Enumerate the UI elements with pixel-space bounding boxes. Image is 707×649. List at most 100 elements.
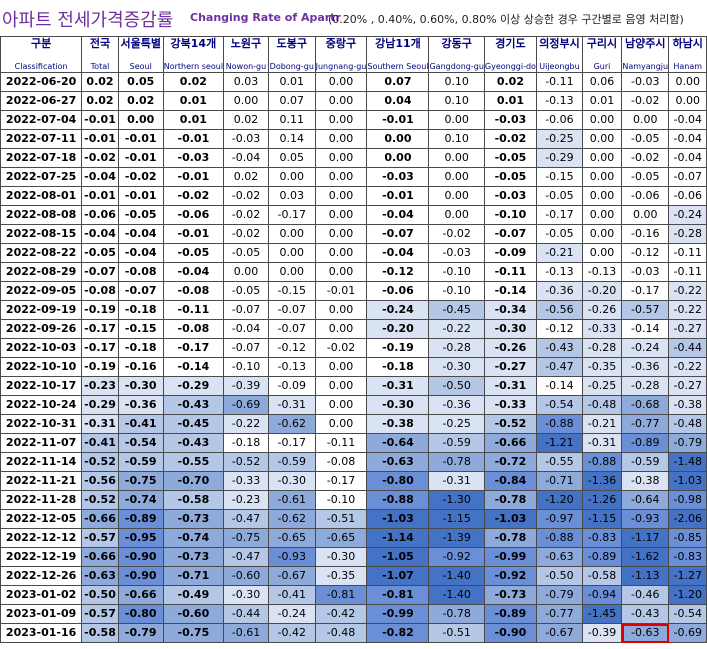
rate-cell: -0.04 [668,148,707,168]
rate-cell: -0.27 [483,357,537,377]
rate-cell: -0.60 [162,604,225,624]
rate-cell: -0.73 [162,547,225,567]
rate-cell: -0.39 [581,623,623,643]
rate-cell: 0.00 [314,319,368,339]
row-date: 2022-06-27 [0,91,83,111]
rate-cell: 0.02 [223,110,269,130]
rate-cell: 0.00 [314,205,368,225]
title-english: Changing Rate of Apartr [190,11,341,24]
table-row: 2022-10-24 -0.29 -0.36 -0.43 -0.69 -0.31 0.00-… [0,395,707,415]
rate-cell: -0.41 [117,414,164,434]
rate-cell: -0.78 [428,604,485,624]
rate-cell: -0.54 [668,604,707,624]
rate-cell: 0.00 [267,224,316,244]
rate-cell: -0.48 [581,395,623,415]
rate-cell: -0.13 [535,91,583,111]
rate-cell: -0.42 [267,623,316,643]
rate-cell: 0.02 [483,72,537,92]
rate-cell: -0.45 [162,414,225,434]
rate-cell: -0.13 [267,357,316,377]
rate-cell: -0.08 [81,281,119,301]
rate-table: 구분 Classification 전국 Total 서울특별 Seoul 강북14개 Nor… [0,36,707,643]
rate-cell: 0.02 [81,72,119,92]
rate-cell: -0.31 [267,395,316,415]
rate-cell: -0.41 [267,585,316,605]
rate-cell: -0.03 [621,72,670,92]
rate-cell: -0.52 [81,452,119,472]
rate-cell: -0.11 [668,262,707,282]
rate-cell: -0.08 [314,452,368,472]
rate-cell: -0.54 [535,395,583,415]
rate-cell: -0.58 [81,623,119,643]
rate-cell: -0.14 [483,281,537,301]
rate-cell: -0.25 [428,414,485,434]
rate-cell: -0.71 [535,471,583,491]
rate-cell: -0.48 [314,623,368,643]
rate-cell: -0.90 [483,623,537,643]
rate-cell: 0.01 [267,72,316,92]
rate-cell: -0.02 [314,338,368,358]
rate-cell: -1.03 [366,509,430,529]
rate-cell: -0.93 [621,509,670,529]
table-row: 2022-11-14 -0.52 -0.59 -0.55 -0.52 -0.59 -0.08… [0,452,707,472]
rate-cell: -0.14 [621,319,670,339]
rate-cell: -1.27 [668,566,707,586]
table-row: 2022-10-17 -0.23 -0.30 -0.29 -0.39 -0.09 0.00-… [0,376,707,396]
rate-cell: -0.35 [314,566,368,586]
column-header-english: Dobong-gu [269,62,314,71]
rate-cell: -0.70 [162,471,225,491]
rate-cell: -0.11 [314,433,368,453]
rate-cell: -0.28 [668,224,707,244]
column-header: 노원구 Nowon-gu [223,36,269,73]
rate-cell: 0.00 [366,148,430,168]
rate-cell: -0.09 [267,376,316,396]
rate-cell: -0.43 [162,395,225,415]
rate-cell: -0.04 [81,224,119,244]
rate-cell: -0.22 [668,300,707,320]
rate-cell: -0.30 [267,471,316,491]
rate-cell: -0.02 [162,186,225,206]
column-header-korean: 경기도 [495,37,526,51]
table-row: 2022-08-22 -0.05 -0.04 -0.05 -0.05 0.00 0.00 -0… [0,243,707,263]
rate-cell: -0.06 [81,205,119,225]
rate-cell: -0.95 [117,528,164,548]
row-date: 2022-11-14 [0,452,83,472]
rate-cell: -0.66 [117,585,164,605]
table-row: 2022-06-20 0.02 0.05 0.02 0.03 0.01 0.00 0.07 0.… [0,72,707,92]
row-date: 2022-06-20 [0,72,83,92]
column-header: 도봉구 Dobong-gu [267,36,316,73]
rate-cell: -0.07 [366,224,430,244]
rate-cell: -0.88 [581,452,623,472]
rate-cell: 0.00 [314,414,368,434]
rate-cell: -0.78 [483,490,537,510]
title-note: (0.20% , 0.40%, 0.60%, 0.80% 이상 상승한 경우 구… [328,13,684,26]
rate-cell: -0.52 [483,414,537,434]
rate-cell: -0.79 [668,433,707,453]
column-header: 남양주시 Namyangju [621,36,670,73]
rate-cell: -0.29 [535,148,583,168]
rate-cell: 0.01 [483,91,537,111]
rate-cell: -0.36 [117,395,164,415]
rate-cell: 0.00 [314,110,368,130]
rate-cell: -0.67 [535,623,583,643]
rate-cell: -0.03 [621,262,670,282]
rate-cell: -0.18 [366,357,430,377]
rate-cell: -0.04 [366,243,430,263]
rate-cell: 0.00 [428,110,485,130]
rate-cell: 0.02 [81,91,119,111]
row-date: 2022-09-19 [0,300,83,320]
rate-cell: -0.59 [621,452,670,472]
column-header-korean: 노원구 [230,37,262,51]
rate-cell: 0.00 [428,186,485,206]
rate-cell: -0.42 [314,604,368,624]
column-header-english: Seoul [129,62,152,71]
rate-cell: -0.26 [483,338,537,358]
rate-cell: -0.77 [535,604,583,624]
rate-cell: -0.35 [581,357,623,377]
rate-cell: -0.02 [621,148,670,168]
row-date: 2022-10-03 [0,338,83,358]
rate-cell: 0.00 [314,262,368,282]
rate-cell: -0.33 [581,319,623,339]
rate-cell: -0.04 [668,129,707,149]
rate-cell: -0.14 [162,357,225,377]
